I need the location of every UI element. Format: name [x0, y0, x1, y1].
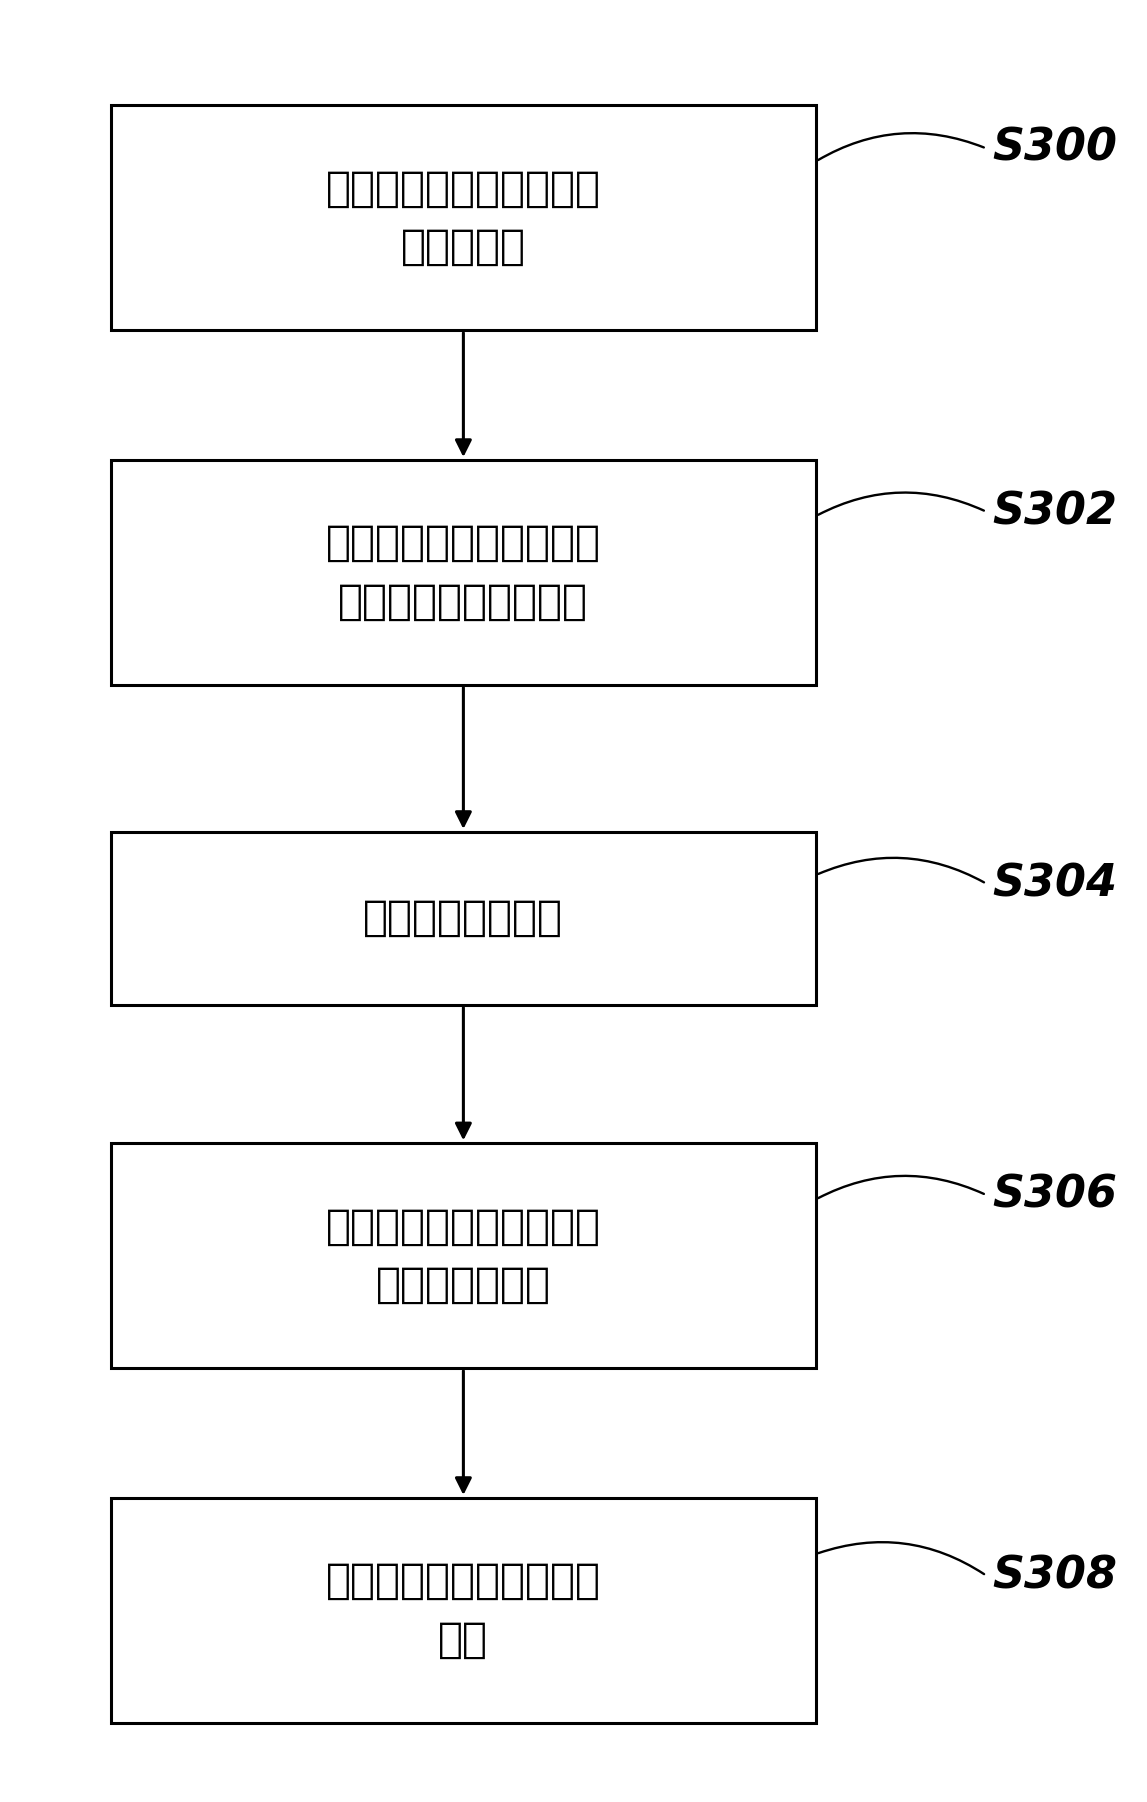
Bar [111, 105, 816, 330]
Text: S306: S306 [992, 1173, 1117, 1216]
Bar [111, 1142, 816, 1368]
Bar [111, 1497, 816, 1723]
Text: 拟合路径表达模型: 拟合路径表达模型 [364, 897, 563, 939]
Text: S302: S302 [992, 490, 1117, 533]
Text: S308: S308 [992, 1553, 1117, 1597]
Bar [111, 460, 816, 685]
Text: 进行时序一致性整合或位
置一致性的整合: 进行时序一致性整合或位 置一致性的整合 [326, 1206, 601, 1306]
Text: S300: S300 [992, 126, 1117, 169]
Text: S304: S304 [992, 861, 1117, 905]
Text: 将表达模型与全球坐标系
对应: 将表达模型与全球坐标系 对应 [326, 1561, 601, 1660]
Text: 在相关图像中提取车道边
缘特征或道路边缘特征: 在相关图像中提取车道边 缘特征或道路边缘特征 [326, 523, 601, 622]
Text: 对输入的图像进行处理得
到相关图像: 对输入的图像进行处理得 到相关图像 [326, 168, 601, 268]
Bar [111, 833, 816, 1006]
